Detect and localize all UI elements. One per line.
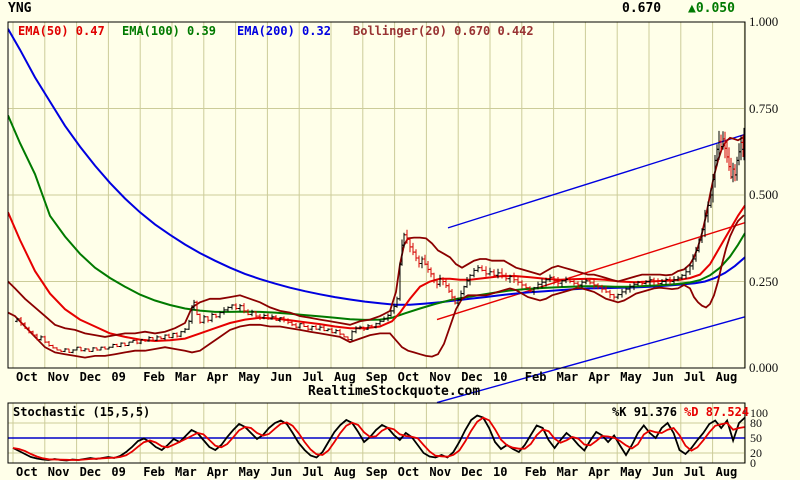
stoch-tick-label: 20	[750, 446, 762, 460]
month-label: Dec	[461, 370, 483, 384]
month-label: Apr	[588, 465, 611, 479]
month-label: Mar	[175, 370, 197, 384]
month-label: Nov	[429, 465, 452, 479]
month-label: Dec	[79, 370, 102, 384]
month-label: Nov	[47, 465, 70, 479]
price-tick-label: 1.000	[749, 14, 779, 29]
month-label: Dec	[79, 465, 102, 479]
month-label: Oct	[397, 370, 420, 384]
month-label: May	[620, 370, 642, 384]
stoch-tick-label: 0	[750, 456, 756, 470]
month-label: Jun	[270, 370, 293, 384]
month-label: Jul	[683, 465, 706, 479]
stoch-tick-label: 80	[750, 416, 762, 430]
last-price: 0.670	[622, 1, 662, 16]
legend-ema50: EMA(50) 0.47	[18, 24, 105, 38]
month-label: Jun	[652, 465, 674, 479]
month-label: May	[238, 465, 261, 479]
price-tick-label: 0.750	[749, 100, 779, 116]
month-label: Jul	[302, 370, 324, 384]
month-label: Sep	[365, 465, 388, 479]
month-label: Aug	[715, 370, 738, 384]
month-label: Sep	[365, 370, 388, 384]
month-label: Dec	[461, 465, 483, 479]
watermark: RealtimeStockquote.com	[308, 384, 481, 399]
price-change-badge: ▲0.050	[688, 1, 735, 16]
d-value: 87.524	[705, 405, 750, 419]
month-label: Apr	[588, 370, 611, 384]
month-label: Oct	[16, 370, 38, 384]
month-label: May	[620, 465, 642, 479]
month-label: 09	[111, 370, 126, 384]
month-label: Jun	[270, 465, 293, 479]
legend-ema200: EMA(200) 0.32	[237, 24, 331, 38]
stoch-tick-label: 50	[750, 431, 762, 445]
month-label: Oct	[16, 465, 38, 479]
legend-bollinger: Bollinger(20) 0.670 0.442	[353, 24, 534, 38]
month-label: Jul	[302, 465, 324, 479]
month-label: Mar	[175, 465, 197, 479]
month-label: Feb	[524, 465, 547, 479]
ticker-symbol: YNG	[8, 1, 32, 16]
stochastic-k-readout: %K 91.376	[612, 406, 677, 419]
d-label: %D	[684, 405, 699, 419]
month-label: Aug	[715, 465, 738, 479]
month-label: Jun	[652, 370, 674, 384]
month-label: 09	[111, 465, 126, 479]
month-label: Aug	[334, 370, 356, 384]
month-label: Nov	[47, 370, 70, 384]
month-label: 10	[493, 465, 508, 479]
k-value: 91.376	[633, 405, 678, 419]
stoch-tick-label: 100	[750, 406, 768, 420]
stochastic-d-readout: %D 87.524	[684, 406, 749, 419]
price-tick-label: 0.250	[749, 273, 779, 289]
month-label: Apr	[206, 465, 229, 479]
price-tick-label: 0.500	[749, 187, 779, 202]
stochastic-title: Stochastic (15,5,5)	[13, 405, 151, 419]
price-tick-label: 0.000	[749, 360, 779, 375]
month-label: Oct	[397, 465, 420, 479]
month-label: Feb	[143, 465, 165, 479]
legend-ema100: EMA(100) 0.39	[122, 24, 216, 38]
month-label: Mar	[556, 465, 579, 479]
month-label: Aug	[334, 465, 356, 479]
month-label: Jul	[683, 370, 706, 384]
month-label: May	[238, 370, 261, 384]
month-label: Feb	[143, 370, 165, 384]
month-label: Feb	[524, 370, 547, 384]
k-label: %K	[612, 405, 627, 419]
month-label: Nov	[429, 370, 452, 384]
month-label: 10	[493, 370, 508, 384]
month-label: Mar	[556, 370, 579, 384]
month-label: Apr	[206, 370, 229, 384]
